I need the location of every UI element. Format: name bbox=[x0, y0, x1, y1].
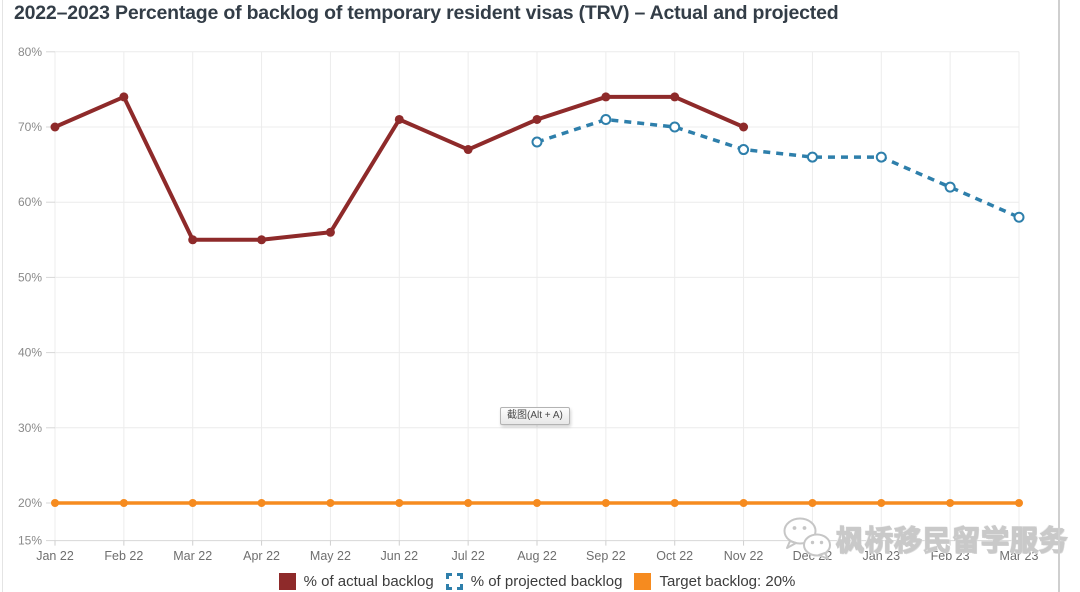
x-axis-label: Sep 22 bbox=[586, 549, 626, 563]
x-axis-label: Jan 22 bbox=[36, 549, 74, 563]
x-axis-label: Jan 23 bbox=[863, 549, 901, 563]
x-axis-label: Oct 22 bbox=[656, 549, 693, 563]
data-point-2[interactable] bbox=[808, 499, 817, 507]
data-point-2[interactable] bbox=[946, 499, 955, 507]
chart-legend: % of actual backlog % of projected backl… bbox=[55, 570, 1019, 592]
data-point-1[interactable] bbox=[600, 113, 612, 125]
data-point-0[interactable] bbox=[739, 122, 749, 132]
data-point-2[interactable] bbox=[395, 499, 404, 507]
data-point-2[interactable] bbox=[188, 499, 197, 507]
data-point-2[interactable] bbox=[739, 499, 748, 507]
legend-label: % of actual backlog bbox=[303, 572, 434, 590]
chart-title: 2022–2023 Percentage of backlog of tempo… bbox=[14, 2, 839, 24]
data-point-0[interactable] bbox=[601, 92, 611, 102]
data-point-0[interactable] bbox=[257, 235, 267, 245]
legend-label: % of projected backlog bbox=[470, 572, 623, 590]
data-point-1[interactable] bbox=[738, 144, 750, 156]
series-line-1 bbox=[536, 117, 1020, 219]
projected-series-swatch bbox=[445, 572, 463, 590]
data-point-1[interactable] bbox=[806, 151, 818, 163]
actual-series-swatch bbox=[278, 572, 296, 590]
x-axis-label: Dec 22 bbox=[793, 549, 833, 563]
legend-item-actual-backlog[interactable]: % of actual backlog bbox=[278, 572, 434, 590]
data-point-0[interactable] bbox=[119, 92, 129, 102]
data-point-0[interactable] bbox=[670, 92, 680, 102]
legend-item-target-backlog[interactable]: Target backlog: 20% bbox=[634, 572, 796, 590]
data-point-1[interactable] bbox=[669, 121, 681, 133]
x-axis-label: Apr 22 bbox=[243, 549, 280, 563]
x-axis-label: Mar 22 bbox=[173, 549, 212, 563]
data-point-2[interactable] bbox=[119, 499, 128, 507]
data-point-2[interactable] bbox=[51, 499, 59, 507]
y-axis-label: 40% bbox=[18, 346, 42, 360]
x-axis-label: Jul 22 bbox=[451, 549, 484, 563]
data-point-2[interactable] bbox=[601, 499, 610, 507]
page-left-border bbox=[2, 0, 3, 592]
y-axis-label: 30% bbox=[18, 421, 42, 435]
data-point-2[interactable] bbox=[533, 499, 541, 507]
data-point-2[interactable] bbox=[257, 499, 266, 507]
data-point-1[interactable] bbox=[875, 151, 887, 163]
data-point-0[interactable] bbox=[463, 145, 473, 155]
data-point-0[interactable] bbox=[532, 114, 542, 124]
data-point-1[interactable] bbox=[944, 181, 956, 193]
y-axis-label: 20% bbox=[18, 496, 42, 510]
x-axis-label: Jun 22 bbox=[381, 549, 419, 563]
data-point-2[interactable] bbox=[670, 499, 679, 507]
legend-item-projected-backlog[interactable]: % of projected backlog bbox=[445, 572, 623, 590]
y-axis-label: 15% bbox=[18, 534, 42, 548]
data-point-0[interactable] bbox=[188, 235, 198, 245]
data-point-0[interactable] bbox=[50, 122, 60, 132]
data-point-2[interactable] bbox=[877, 499, 886, 507]
y-axis-label: 50% bbox=[18, 270, 42, 284]
x-axis-label: Feb 23 bbox=[931, 549, 970, 563]
content-right-divider bbox=[1058, 0, 1060, 592]
x-axis-label: Feb 22 bbox=[104, 549, 143, 563]
data-point-1[interactable] bbox=[531, 136, 543, 148]
y-axis-label: 70% bbox=[18, 120, 42, 134]
legend-label: Target backlog: 20% bbox=[659, 572, 796, 590]
data-point-2[interactable] bbox=[464, 499, 473, 507]
data-point-1[interactable] bbox=[1013, 211, 1025, 223]
screenshot-hotkey-tooltip: 截图(Alt + A) bbox=[500, 407, 570, 425]
data-point-0[interactable] bbox=[394, 114, 404, 124]
target-series-swatch bbox=[634, 572, 652, 590]
x-axis-label: May 22 bbox=[310, 549, 351, 563]
data-point-2[interactable] bbox=[326, 499, 335, 507]
x-axis-label: Aug 22 bbox=[517, 549, 557, 563]
x-axis-label: Mar 23 bbox=[1000, 549, 1039, 563]
data-point-0[interactable] bbox=[325, 227, 335, 237]
x-axis-label: Nov 22 bbox=[724, 549, 764, 563]
data-point-2[interactable] bbox=[1015, 499, 1023, 507]
y-axis-label: 80% bbox=[18, 45, 42, 59]
y-axis-label: 60% bbox=[18, 195, 42, 209]
